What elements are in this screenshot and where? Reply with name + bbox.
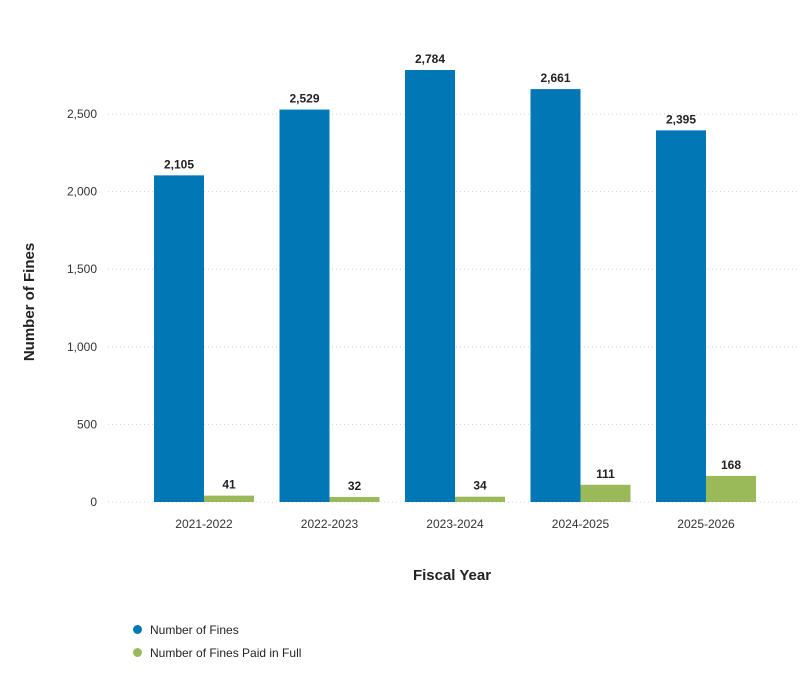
bar-number-of-fines[interactable] [656, 130, 706, 503]
data-labels: 2,105 41 2,529 32 2,784 34 2,661 111 2,395 168 [164, 52, 741, 493]
data-label: 2,529 [289, 92, 319, 106]
legend-label-number-of-fines: Number of Fines [150, 622, 239, 637]
legend-swatch-fines-paid-in-full [133, 648, 142, 657]
x-axis-title: Fiscal Year [413, 567, 491, 584]
legend: Number of Fines Number of Fines Paid in … [133, 618, 301, 664]
x-tick-label: 2021-2022 [175, 517, 233, 531]
bar-fines-paid-in-full[interactable] [204, 495, 254, 502]
y-tick-label: 1,500 [67, 262, 97, 276]
x-tick-label: 2024-2025 [552, 517, 610, 531]
y-tick-label: 500 [77, 417, 97, 431]
data-label: 41 [222, 478, 236, 492]
bar-fines-paid-in-full[interactable] [329, 497, 380, 502]
bars [154, 70, 756, 503]
x-tick-label: 2025-2026 [677, 517, 735, 531]
bar-fines-paid-in-full[interactable] [580, 484, 631, 502]
y-tick-label: 2,000 [67, 185, 97, 199]
y-axis-title: Number of Fines [21, 243, 38, 361]
data-label: 2,661 [540, 71, 570, 85]
data-label: 34 [473, 479, 487, 493]
y-tick-label: 1,000 [67, 340, 97, 354]
bar-number-of-fines[interactable] [154, 175, 204, 503]
data-label: 32 [348, 479, 362, 493]
x-tick-label: 2022-2023 [301, 517, 359, 531]
y-axis-ticks: 0 500 1,000 1,500 2,000 2,500 [67, 107, 97, 509]
bar-fines-paid-in-full[interactable] [455, 496, 505, 502]
x-axis-ticks: 2021-2022 2022-2023 2023-2024 2024-2025 2025… [175, 517, 735, 531]
data-label: 168 [721, 458, 741, 472]
data-label: 2,784 [415, 52, 445, 66]
x-tick-label: 2023-2024 [426, 517, 484, 531]
data-label: 111 [596, 467, 615, 481]
bar-number-of-fines[interactable] [405, 70, 455, 502]
data-label: 2,105 [164, 157, 194, 171]
legend-item-fines-paid-in-full[interactable]: Number of Fines Paid in Full [133, 641, 301, 664]
data-label: 2,395 [666, 112, 696, 126]
legend-label-fines-paid-in-full: Number of Fines Paid in Full [150, 645, 302, 660]
bar-fines-paid-in-full[interactable] [706, 475, 756, 502]
legend-swatch-number-of-fines [133, 625, 142, 634]
y-tick-label: 2,500 [67, 107, 97, 121]
bar-number-of-fines[interactable] [530, 89, 581, 502]
legend-item-number-of-fines[interactable]: Number of Fines [133, 618, 301, 641]
bar-number-of-fines[interactable] [279, 109, 330, 502]
y-tick-label: 0 [90, 495, 97, 509]
